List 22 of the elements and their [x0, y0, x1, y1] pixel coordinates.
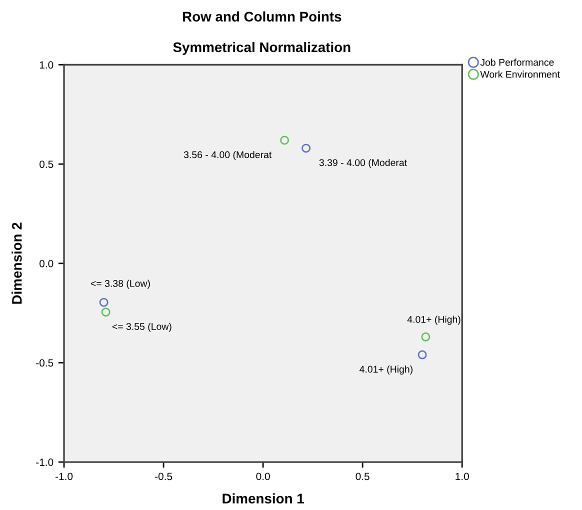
- legend-label: Work Environment: [480, 70, 560, 78]
- x-tick-label: 1.0: [456, 472, 469, 480]
- annotation: 4.01+ (High): [360, 366, 412, 375]
- y-tick-label: 0.5: [40, 160, 54, 168]
- annotation: 3.56 - 4.00 (Moderat: [184, 151, 272, 160]
- legend-label: Job Performance: [480, 58, 554, 66]
- y-tick-label: -0.5: [36, 359, 54, 367]
- chart-title: Row and Column Points: [182, 11, 342, 22]
- y-tick-label: 0.0: [40, 260, 54, 268]
- y-tick-label: -1.0: [36, 458, 54, 466]
- x-tick-label: 0.5: [356, 472, 370, 480]
- y-axis-title: Dimension 2: [12, 222, 22, 304]
- annotation: <= 3.38 (Low): [90, 280, 150, 289]
- x-tick-label: -0.5: [155, 472, 172, 480]
- x-tick-label: -1.0: [56, 472, 73, 480]
- chart-subtitle: Symmetrical Normalization: [173, 42, 350, 55]
- annotation: 3.39 - 4.00 (Moderat: [319, 158, 407, 168]
- x-tick-label: 0.0: [256, 472, 270, 480]
- annotation: 4.01+ (High): [407, 316, 460, 325]
- x-axis-title: Dimension 1: [222, 493, 304, 504]
- y-tick-label: 1.0: [40, 61, 54, 69]
- annotation: <= 3.55 (Low): [112, 322, 172, 332]
